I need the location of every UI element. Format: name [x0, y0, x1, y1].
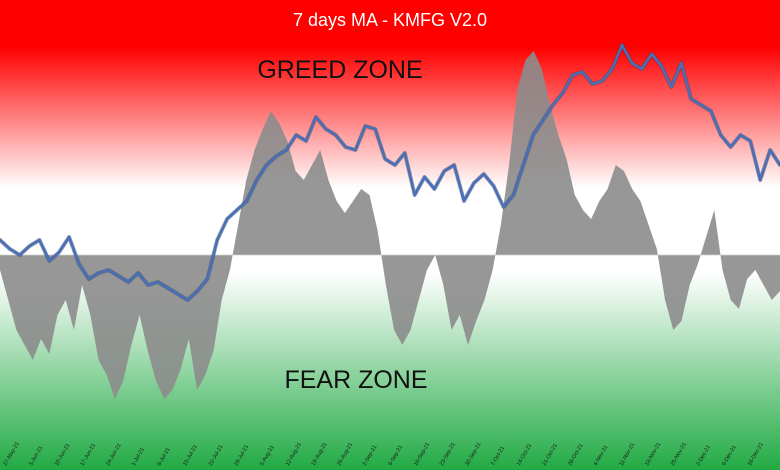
index-area	[0, 51, 780, 399]
fear-zone-label: FEAR ZONE	[284, 366, 427, 394]
ma-line	[0, 43, 780, 302]
chart-title: 7 days MA - KMFG V2.0	[293, 10, 487, 30]
greed-zone-label: GREED ZONE	[257, 56, 422, 84]
